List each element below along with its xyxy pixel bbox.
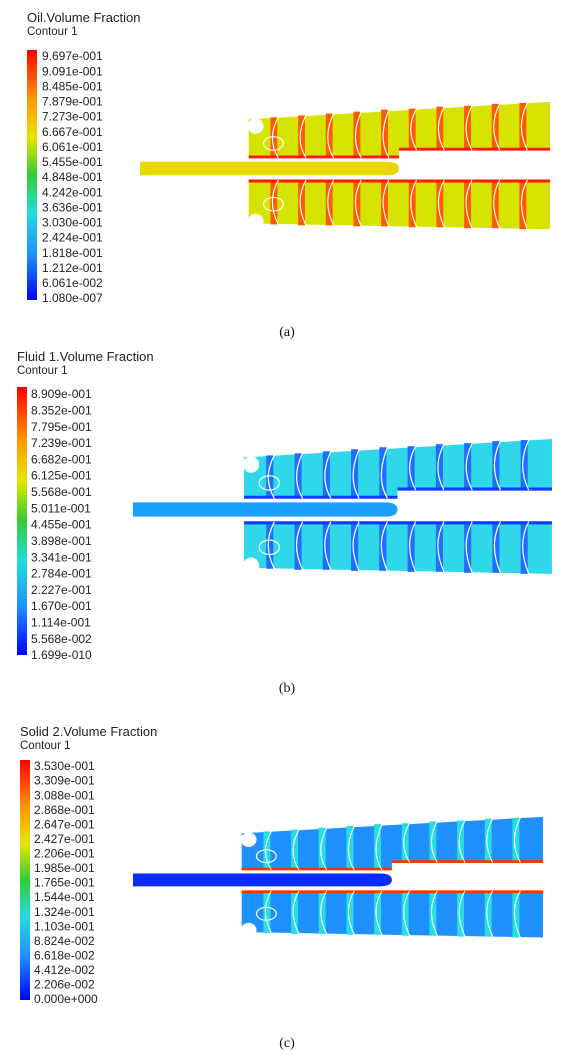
legend-label: 4.455e-001 — [31, 518, 92, 532]
legend-label: 4.412e-002 — [34, 963, 95, 977]
legend-label: 8.352e-001 — [31, 403, 92, 417]
caption: (b) — [279, 681, 296, 696]
panel-b — [17, 387, 553, 655]
contour-plot — [133, 438, 553, 575]
contour-plot — [133, 816, 544, 939]
legend-label: 2.206e-002 — [34, 978, 95, 992]
contour-plot — [140, 101, 551, 230]
legend-label: 5.568e-001 — [31, 485, 92, 499]
legend-label: 5.568e-002 — [31, 632, 92, 646]
legend-label: 7.879e-001 — [42, 95, 103, 109]
caption: (a) — [279, 325, 295, 340]
legend-label: 1.765e-001 — [34, 876, 95, 890]
panel-subtitle: Contour 1 — [20, 740, 71, 752]
legend-label: 1.103e-001 — [34, 919, 95, 933]
legend-label: 3.636e-001 — [42, 200, 103, 214]
legend-label: 6.125e-001 — [31, 469, 92, 483]
legend-label: 2.427e-001 — [34, 832, 95, 846]
legend-label: 8.824e-002 — [34, 934, 95, 948]
legend-label: 1.985e-001 — [34, 861, 95, 875]
legend-label: 5.011e-001 — [31, 501, 91, 515]
legend-label: 7.239e-001 — [31, 436, 92, 450]
legend-label: 6.061e-002 — [42, 276, 103, 290]
legend-label: 2.868e-001 — [34, 803, 95, 817]
panel-subtitle: Contour 1 — [27, 26, 78, 38]
legend-label: 6.667e-001 — [42, 125, 103, 139]
color-bar — [27, 50, 37, 300]
legend-label: 1.699e-010 — [31, 648, 92, 662]
legend-label: 0.000e+000 — [34, 992, 98, 1006]
legend-label: 2.424e-001 — [42, 231, 103, 245]
legend-label: 3.030e-001 — [42, 216, 103, 230]
color-bar — [20, 760, 30, 1000]
legend-label: 1.324e-001 — [34, 905, 95, 919]
legend-label: 6.682e-001 — [31, 452, 92, 466]
legend-label: 1.114e-001 — [31, 616, 91, 630]
legend-label: 2.647e-001 — [34, 817, 95, 831]
legend-label: 7.795e-001 — [31, 420, 92, 434]
legend-label: 3.341e-001 — [31, 550, 92, 564]
legend-label: 3.088e-001 — [34, 788, 95, 802]
panel-subtitle: Contour 1 — [17, 365, 68, 377]
legend-label: 6.618e-002 — [34, 948, 95, 962]
legend-label: 8.909e-001 — [31, 387, 92, 401]
legend-label: 6.061e-001 — [42, 140, 103, 154]
legend-label: 3.309e-001 — [34, 774, 95, 788]
panel-a — [27, 50, 551, 300]
legend-label: 4.242e-001 — [42, 185, 103, 199]
panel-title: Solid 2.Volume Fraction — [20, 724, 157, 739]
legend-label: 2.784e-001 — [31, 567, 92, 581]
panel-title: Oil.Volume Fraction — [27, 10, 140, 25]
legend-label: 5.455e-001 — [42, 155, 103, 169]
panel-title: Fluid 1.Volume Fraction — [17, 349, 154, 364]
legend-label: 3.898e-001 — [31, 534, 92, 548]
caption: (c) — [279, 1036, 295, 1051]
panel-c — [20, 760, 544, 1000]
legend-label: 1.544e-001 — [34, 890, 95, 904]
legend-label: 1.212e-001 — [42, 261, 103, 275]
legend-label: 1.080e-007 — [42, 291, 103, 305]
legend-label: 8.485e-001 — [42, 79, 103, 93]
legend-label: 9.697e-001 — [42, 49, 103, 63]
legend-label: 7.273e-001 — [42, 110, 103, 124]
legend-label: 9.091e-001 — [42, 64, 103, 78]
color-bar — [17, 387, 27, 655]
legend-label: 1.818e-001 — [42, 246, 103, 260]
legend-label: 3.530e-001 — [34, 759, 95, 773]
legend-label: 2.227e-001 — [31, 583, 92, 597]
legend-label: 4.848e-001 — [42, 170, 103, 184]
legend-label: 2.206e-001 — [34, 847, 95, 861]
legend-label: 1.670e-001 — [31, 599, 92, 613]
